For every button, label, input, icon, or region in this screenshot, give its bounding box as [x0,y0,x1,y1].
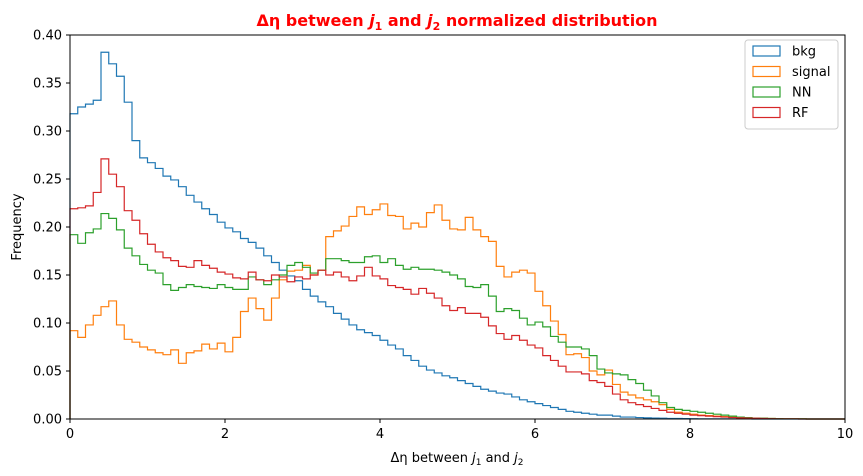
y-tick-label: 0.00 [33,413,62,428]
xlabel-sub1: 1 [476,458,482,468]
y-tick-label: 0.20 [33,221,62,236]
xlabel-j1: j [470,451,476,466]
legend-swatch-rf [752,106,781,119]
y-tick-label: 0.10 [33,317,62,332]
xlabel-j2: j [512,451,518,466]
legend-label-signal: signal [792,65,830,80]
title-sub2: 2 [433,20,441,33]
y-tick-label: 0.15 [33,269,62,284]
legend-label-nn: NN [792,86,811,101]
legend-swatch-signal [752,65,781,78]
y-axis-ticks: 0.00 0.05 0.10 0.15 0.20 0.25 0.30 0.35 0.40 [33,29,70,428]
x-tick-label: 2 [221,427,229,442]
xlabel-prefix: Δη between [390,451,472,466]
xlabel-sub2: 2 [518,458,524,468]
legend-label-rf: RF [792,106,809,121]
x-axis-ticks: 0 2 4 6 8 10 [66,419,853,442]
y-tick-label: 0.35 [33,77,62,92]
chart-title: Δη between j1 and j2 normalized distribu… [256,11,657,33]
title-prefix: Δη between [256,11,369,30]
legend-swatch-bkg [752,45,781,57]
x-tick-label: 4 [376,427,384,442]
title-j2: j [424,11,433,30]
x-tick-label: 8 [686,427,694,442]
legend: bkg signal NN RF [744,39,839,130]
plot-area [70,35,845,419]
x-tick-label: 0 [66,427,74,442]
series-rf-line [69,158,845,420]
title-j1: j [366,11,375,30]
title-sub1: 1 [375,20,383,33]
y-tick-label: 0.25 [33,173,62,188]
legend-label-bkg: bkg [792,45,816,60]
title-mid: and [382,11,427,30]
y-tick-label: 0.40 [33,29,62,44]
legend-box [744,39,839,130]
x-axis-label: Δη between j1 and j2 [390,451,523,468]
x-tick-label: 6 [531,427,539,442]
y-tick-label: 0.05 [33,365,62,380]
x-tick-label: 10 [837,427,854,442]
series-nn-line [69,212,845,420]
y-tick-label: 0.30 [33,125,62,140]
title-suffix: normalized distribution [440,11,657,30]
xlabel-mid: and [481,451,514,466]
legend-swatch-nn [752,86,781,98]
y-axis-label: Frequency [10,193,25,260]
